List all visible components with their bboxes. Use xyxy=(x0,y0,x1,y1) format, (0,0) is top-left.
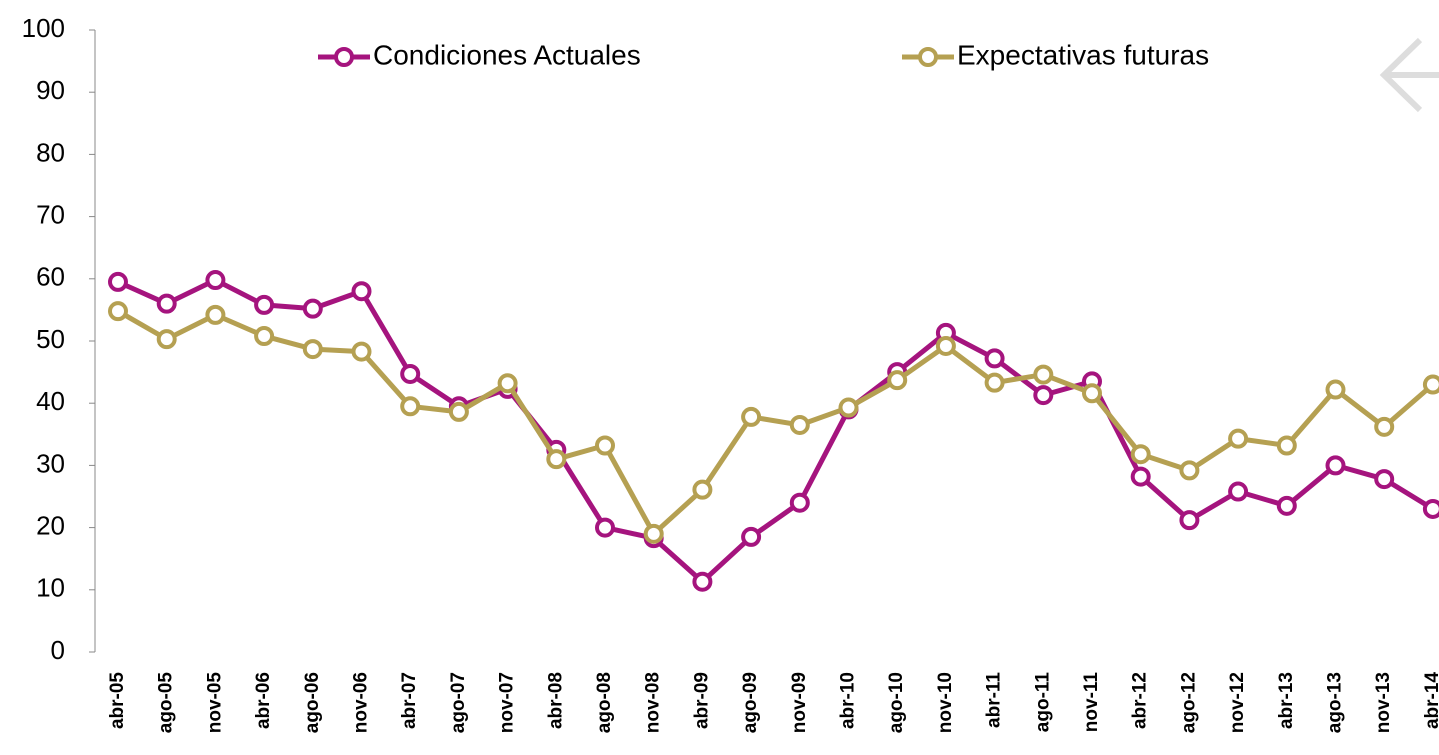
y-tick-label: 20 xyxy=(36,510,65,540)
point xyxy=(1325,455,1346,476)
x-tick-label: abr-11 xyxy=(984,672,1005,728)
x-tick-label: abr-06 xyxy=(253,672,274,729)
y-tick-label: 30 xyxy=(36,448,65,478)
x-tick-label: nov-09 xyxy=(789,672,810,733)
x-tick-label: nov-10 xyxy=(935,672,956,733)
point xyxy=(887,370,908,391)
y-tick-label: 90 xyxy=(36,75,65,105)
point xyxy=(1422,498,1439,519)
point xyxy=(254,294,275,315)
point xyxy=(1374,416,1395,437)
y-tick-label: 60 xyxy=(36,262,65,292)
y-tick-label: 40 xyxy=(36,386,65,416)
x-tick-label: ago-07 xyxy=(448,672,469,733)
x-tick-label: ago-08 xyxy=(594,672,615,733)
series-line xyxy=(116,277,1435,585)
legend-label: Expectativas futuras xyxy=(957,39,1209,70)
x-tick-label: abr-14 xyxy=(1422,672,1439,729)
point xyxy=(595,517,615,538)
point xyxy=(595,435,615,456)
x-tick-label: abr-10 xyxy=(838,672,859,729)
point xyxy=(935,335,956,356)
y-tick-label: 10 xyxy=(36,573,65,603)
x-tick-label: abr-13 xyxy=(1276,672,1297,729)
point xyxy=(205,270,226,291)
point xyxy=(1422,374,1439,395)
legend-marker xyxy=(918,47,938,67)
point xyxy=(1082,383,1102,404)
point xyxy=(1325,379,1346,400)
y-tick-label: 70 xyxy=(36,199,65,229)
point xyxy=(984,372,1005,393)
point xyxy=(254,326,275,347)
point xyxy=(1228,428,1249,449)
point xyxy=(156,293,177,314)
x-tick-label: ago-05 xyxy=(156,672,177,734)
point xyxy=(789,414,810,435)
x-tick-label: ago-12 xyxy=(1178,672,1199,733)
point xyxy=(984,348,1005,369)
point xyxy=(448,401,469,422)
point xyxy=(108,301,128,322)
point xyxy=(1033,364,1054,385)
x-tick-label: abr-12 xyxy=(1130,672,1151,729)
x-tick-label: ago-09 xyxy=(740,672,761,733)
x-tick-label: nov-12 xyxy=(1227,672,1248,733)
legend-label: Condiciones Actuales xyxy=(373,39,641,70)
point xyxy=(1228,481,1249,502)
legend-marker xyxy=(334,47,354,67)
x-tick-label: ago-10 xyxy=(886,672,907,733)
x-tick-label: abr-05 xyxy=(107,672,128,729)
back-arrow-icon[interactable] xyxy=(1379,37,1439,113)
point xyxy=(497,373,518,394)
x-tick-label: ago-11 xyxy=(1032,672,1053,733)
x-tick-label: nov-13 xyxy=(1373,672,1394,733)
point xyxy=(1130,444,1151,465)
point xyxy=(302,339,323,360)
point xyxy=(1276,495,1297,516)
point xyxy=(838,397,859,418)
x-tick-label: nov-08 xyxy=(643,672,664,733)
y-tick-label: 0 xyxy=(51,635,65,665)
point xyxy=(741,526,762,547)
point xyxy=(1374,469,1395,490)
y-tick-label: 80 xyxy=(36,137,65,167)
point xyxy=(108,271,128,292)
point xyxy=(546,449,567,470)
x-tick-label: ago-06 xyxy=(302,672,323,733)
point xyxy=(1179,510,1200,531)
x-tick-label: abr-09 xyxy=(691,672,712,729)
point xyxy=(1276,435,1297,456)
point xyxy=(400,363,421,384)
point xyxy=(205,304,226,325)
point xyxy=(741,406,762,427)
x-tick-label: nov-11 xyxy=(1081,672,1102,733)
x-tick-label: abr-07 xyxy=(399,672,420,729)
point xyxy=(1179,460,1200,481)
point xyxy=(643,523,664,544)
series-line xyxy=(116,308,1435,537)
x-tick-label: ago-13 xyxy=(1325,672,1346,733)
point xyxy=(400,396,421,417)
y-tick-label: 50 xyxy=(36,324,65,354)
point xyxy=(302,298,323,319)
x-tick-label: abr-08 xyxy=(545,672,566,729)
y-tick-label: 100 xyxy=(22,13,65,43)
point xyxy=(1130,466,1151,487)
x-tick-label: nov-07 xyxy=(497,672,518,733)
point xyxy=(692,479,713,500)
point xyxy=(1033,385,1054,406)
point xyxy=(692,571,713,592)
point xyxy=(351,281,372,302)
x-tick-label: nov-06 xyxy=(351,672,372,733)
point xyxy=(351,341,372,362)
point xyxy=(789,492,810,513)
x-tick-label: nov-05 xyxy=(204,672,225,734)
point xyxy=(156,329,177,350)
